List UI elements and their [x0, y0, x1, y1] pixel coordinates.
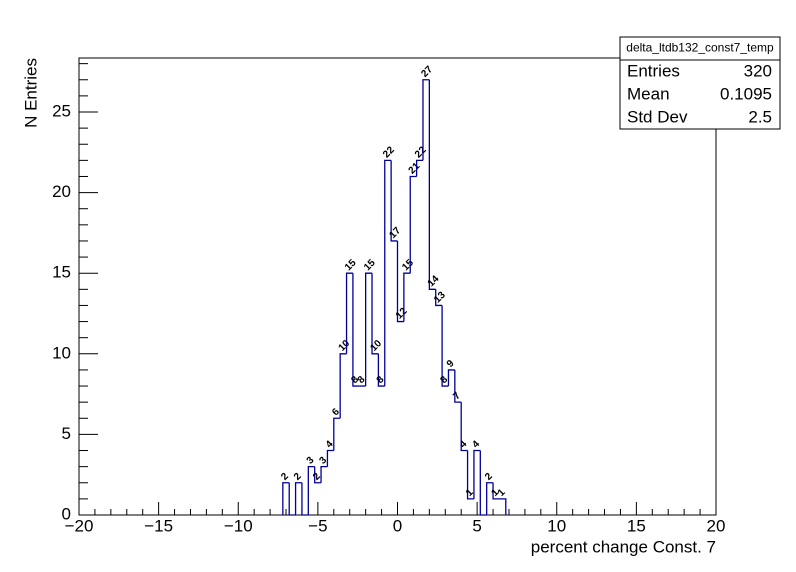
- histogram-bin: [492, 482, 500, 500]
- histogram-bin: [447, 369, 455, 387]
- histogram-bin: [314, 466, 322, 484]
- x-axis-label: percent change Const. 7: [531, 537, 716, 556]
- histogram-bin: [486, 482, 494, 515]
- histogram-bin: [326, 449, 334, 467]
- value-label: 2: [279, 471, 291, 483]
- histogram-bin: [441, 305, 449, 387]
- y-tick-label: 20: [52, 182, 71, 201]
- histogram-bin: [339, 353, 347, 419]
- value-label: 9: [445, 358, 457, 370]
- stats-value: 2.5: [748, 107, 772, 126]
- value-label: 15: [400, 257, 416, 273]
- x-tick-label: −5: [308, 516, 327, 535]
- stats-label: Std Dev: [627, 107, 688, 126]
- histogram-bin: [428, 79, 436, 290]
- value-label: 7: [451, 390, 463, 402]
- stats-title: delta_ltdb132_const7_temp: [626, 41, 774, 55]
- histogram-bin: [390, 160, 398, 242]
- value-label: 14: [426, 273, 442, 289]
- histogram-bin: [377, 353, 385, 387]
- value-label: 2: [483, 471, 495, 483]
- y-axis-label: N Entries: [21, 58, 40, 128]
- x-tick-label: 10: [547, 516, 566, 535]
- x-tick-label: −15: [144, 516, 173, 535]
- value-label: 27: [419, 64, 435, 80]
- histogram-bin: [435, 289, 443, 307]
- histogram-bin: [320, 465, 328, 483]
- value-label: 22: [381, 144, 397, 160]
- value-label: 21: [407, 161, 423, 177]
- histogram-bin: [282, 482, 290, 515]
- histogram-bin: [454, 369, 462, 403]
- x-tick-label: −10: [224, 516, 253, 535]
- value-label: 3: [305, 455, 317, 467]
- stats-value: 0.1095: [720, 84, 772, 103]
- histogram-bin: [396, 240, 404, 323]
- value-label: 15: [343, 257, 359, 273]
- histogram-bin: [301, 482, 309, 516]
- value-label: 17: [388, 225, 404, 241]
- histogram-bin: [307, 465, 315, 515]
- histogram-bin: [333, 417, 341, 451]
- value-label: 2: [292, 471, 304, 483]
- x-tick-label: 20: [707, 516, 726, 535]
- stats-label: Mean: [627, 84, 670, 103]
- histogram-bin: [422, 79, 430, 161]
- value-label: 13: [432, 289, 448, 305]
- histogram-bin: [288, 482, 296, 516]
- histogram-bin: [466, 450, 474, 500]
- x-tick-label: 0: [393, 516, 402, 535]
- value-label: 10: [337, 338, 353, 354]
- value-label: 4: [458, 438, 470, 450]
- histogram-bin: [345, 272, 353, 354]
- value-label: 22: [413, 144, 429, 160]
- histogram-bin: [409, 175, 417, 274]
- stats-label: Entries: [627, 61, 680, 80]
- stats-value: 320: [744, 61, 772, 80]
- value-label: 15: [362, 257, 378, 273]
- y-tick-label: 5: [62, 424, 71, 443]
- histogram-bin: [415, 159, 423, 177]
- histogram-bin: [499, 498, 507, 515]
- y-tick-label: 10: [52, 343, 71, 362]
- histogram-bin: [473, 449, 481, 499]
- y-tick-label: 25: [52, 101, 71, 120]
- value-label: 10: [368, 338, 384, 354]
- histogram-bin: [479, 450, 487, 516]
- histogram-bin: [352, 273, 360, 387]
- stats-box: [619, 36, 781, 130]
- value-label: 12: [394, 306, 410, 322]
- histogram-bin: [365, 272, 373, 387]
- histogram-bin: [294, 482, 302, 515]
- y-tick-label: 0: [62, 504, 71, 523]
- histogram-bin: [384, 159, 392, 387]
- histogram-bin: [371, 273, 379, 355]
- x-tick-label: 15: [627, 516, 646, 535]
- histogram-bin: [403, 272, 411, 322]
- x-tick-label: 5: [472, 516, 481, 535]
- histogram-bin: [460, 402, 468, 452]
- value-label: 4: [470, 438, 482, 450]
- x-tick-label: −20: [65, 516, 94, 535]
- y-tick-label: 15: [52, 263, 71, 282]
